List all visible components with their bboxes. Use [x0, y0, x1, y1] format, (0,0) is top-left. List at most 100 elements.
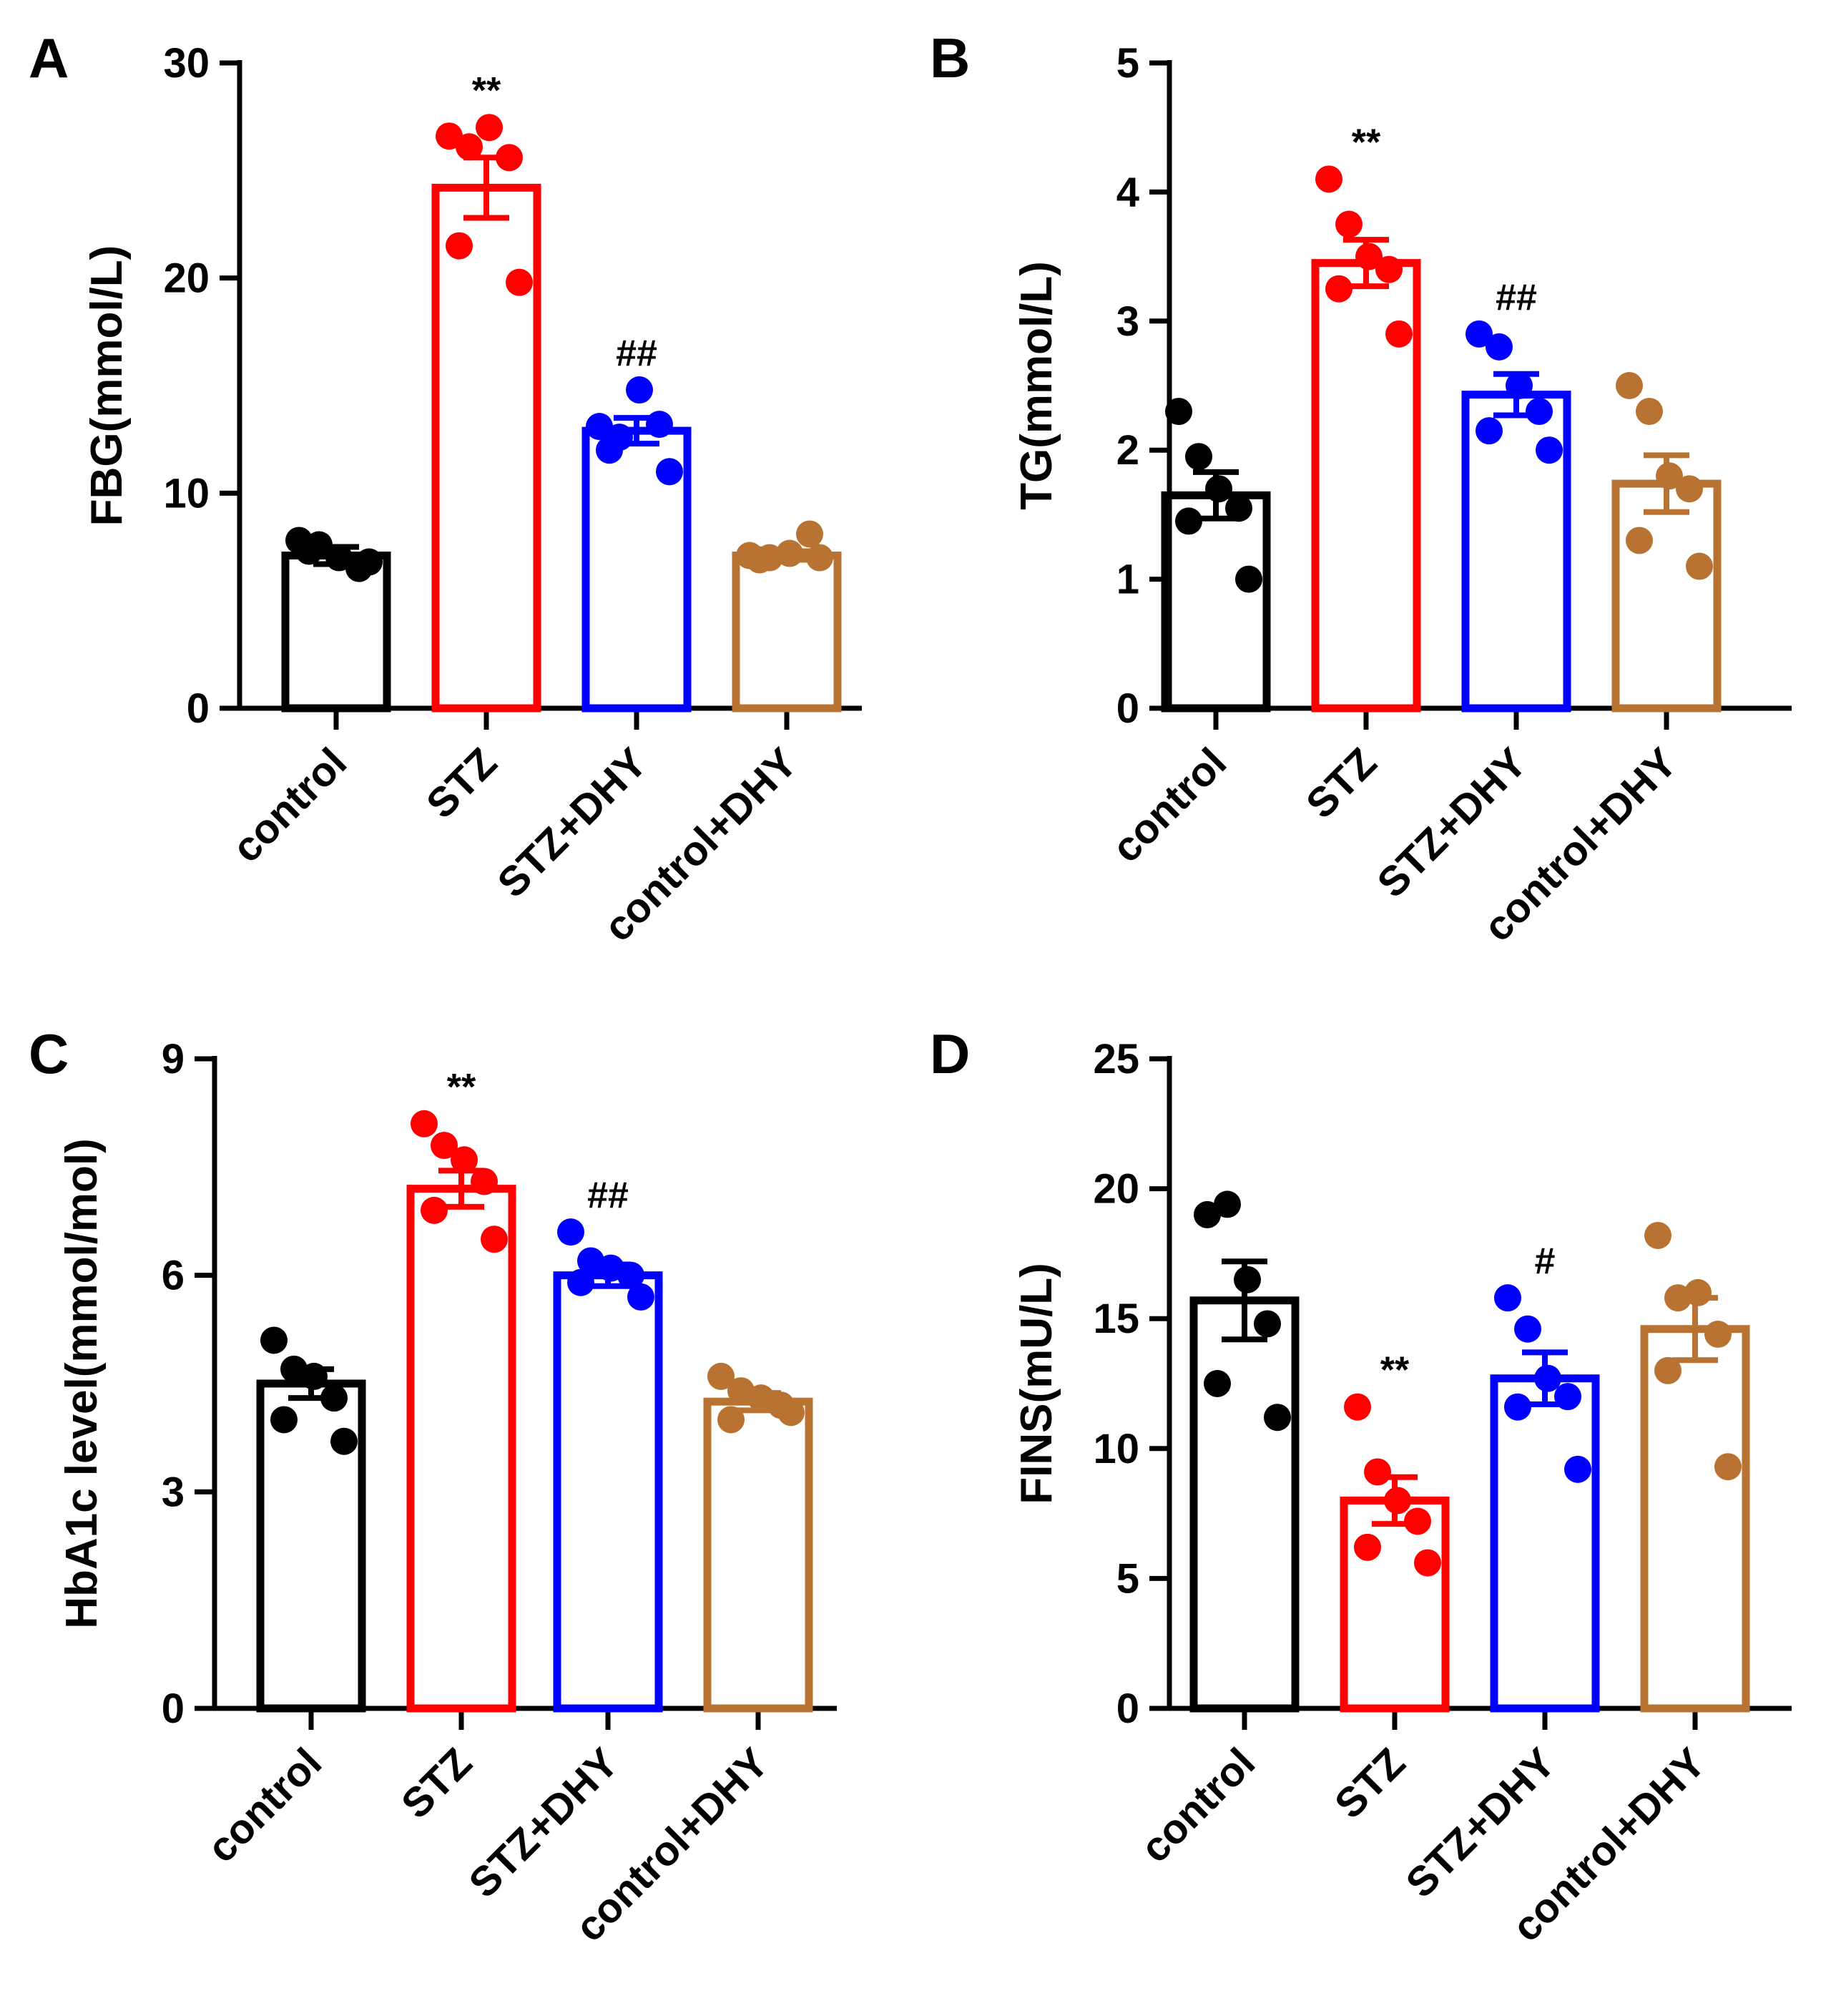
significance-mark: **	[1380, 1350, 1410, 1391]
data-point-control	[355, 548, 383, 576]
data-point-control	[330, 1427, 358, 1455]
data-point-stz-plus-dhy	[557, 1218, 584, 1246]
category-label: control	[223, 739, 355, 871]
y-tick-label: 5	[1116, 1555, 1139, 1602]
panel-letter-a: A	[29, 26, 69, 89]
category-label: STZ	[1297, 739, 1385, 827]
y-tick-label: 25	[1093, 1036, 1139, 1082]
data-point-stz-plus-dhy	[567, 1268, 594, 1296]
y-tick-label: 1	[1116, 557, 1139, 603]
data-point-stz-plus-dhy	[656, 458, 683, 486]
data-point-control	[325, 544, 353, 572]
bar-control-plus-dhy	[732, 552, 842, 713]
data-point-control	[1175, 507, 1202, 535]
bar-control-plus-dhy	[1640, 1325, 1750, 1713]
data-point-stz	[1315, 165, 1342, 193]
y-tick-label: 0	[187, 685, 210, 732]
data-point-stz-plus-dhy	[1504, 1393, 1531, 1421]
data-point-stz	[481, 1225, 508, 1253]
data-point-stz	[446, 232, 473, 260]
data-point-stz-plus-dhy	[586, 413, 613, 441]
data-point-control	[1254, 1310, 1281, 1338]
data-point-stz-plus-dhy	[1564, 1455, 1591, 1483]
category-label: control	[198, 1739, 330, 1871]
y-tick-label: 6	[162, 1253, 185, 1299]
y-tick-label: 3	[1116, 298, 1139, 345]
data-point-control-plus-dhy	[717, 1406, 745, 1434]
data-point-stz-plus-dhy	[1554, 1383, 1581, 1411]
y-tick-label: 15	[1093, 1296, 1139, 1342]
data-point-stz	[1404, 1507, 1431, 1535]
bar-stz	[406, 1185, 516, 1713]
data-point-stz	[1414, 1549, 1441, 1577]
bar-stz	[1340, 1496, 1450, 1713]
panel-a-chart: AFBG(mmol/L)0102030control**STZ##STZ+DHY…	[29, 26, 862, 951]
data-point-stz-plus-dhy	[1514, 1315, 1541, 1343]
data-point-stz-plus-dhy	[596, 436, 623, 464]
y-tick-label: 20	[163, 255, 210, 302]
panel-b-chart: BTG(mmol/L)012345control**STZ##STZ+DHYco…	[930, 26, 1792, 951]
data-point-stz	[496, 144, 523, 172]
bar-stz-plus-dhy	[553, 1271, 663, 1713]
category-label: STZ	[393, 1739, 481, 1827]
data-point-control-plus-dhy	[806, 544, 833, 572]
significance-mark: **	[472, 70, 501, 112]
data-point-control-plus-dhy	[1626, 527, 1653, 554]
data-point-stz	[1364, 1458, 1391, 1486]
data-point-control-plus-dhy	[1636, 398, 1663, 426]
data-point-stz-plus-dhy	[1476, 417, 1503, 445]
data-point-stz-plus-dhy	[1526, 398, 1553, 426]
data-point-control	[270, 1406, 298, 1434]
data-point-stz-plus-dhy	[1486, 333, 1513, 361]
category-label: STZ	[418, 739, 506, 827]
data-point-control	[1234, 1266, 1261, 1293]
bar-stz-plus-dhy	[1490, 1374, 1600, 1713]
data-point-stz-plus-dhy	[1494, 1284, 1521, 1312]
data-point-control	[1205, 475, 1232, 503]
data-point-stz-plus-dhy	[627, 1283, 654, 1311]
data-point-control	[1235, 565, 1262, 593]
y-tick-label: 2	[1116, 427, 1139, 474]
category-label: STZ	[1326, 1739, 1414, 1827]
data-point-stz-plus-dhy	[617, 1261, 644, 1289]
data-point-control	[1264, 1404, 1291, 1432]
data-point-stz	[411, 1110, 438, 1137]
y-axis-title: FINS(mU/L)	[1012, 1263, 1061, 1504]
y-tick-label: 30	[163, 40, 210, 87]
data-point-control-plus-dhy	[1676, 475, 1703, 503]
y-tick-label: 0	[1116, 1685, 1139, 1732]
y-tick-label: 0	[162, 1685, 185, 1732]
data-point-stz	[1355, 243, 1383, 270]
data-point-control-plus-dhy	[776, 539, 803, 567]
data-point-stz-plus-dhy	[646, 411, 673, 439]
data-point-stz	[451, 1146, 478, 1174]
significance-mark: **	[1352, 122, 1381, 163]
data-point-control-plus-dhy	[1704, 1320, 1732, 1348]
panel-letter-d: D	[930, 1022, 970, 1085]
data-point-stz	[1354, 1533, 1381, 1561]
data-point-stz	[476, 114, 503, 142]
data-point-control	[260, 1326, 288, 1354]
data-point-stz	[436, 122, 463, 150]
data-point-control-plus-dhy	[1686, 552, 1713, 580]
significance-mark: ##	[616, 333, 657, 374]
data-point-control	[295, 537, 323, 565]
significance-mark: **	[447, 1067, 476, 1108]
data-point-control-plus-dhy	[777, 1399, 805, 1427]
data-point-control	[1194, 1200, 1221, 1228]
y-tick-label: 9	[162, 1036, 185, 1082]
y-tick-label: 3	[162, 1469, 185, 1515]
data-point-control-plus-dhy	[707, 1362, 735, 1390]
data-point-control	[1214, 1190, 1241, 1218]
significance-mark: ##	[1496, 277, 1537, 318]
data-point-stz	[1375, 255, 1403, 283]
data-point-control	[320, 1384, 348, 1412]
y-tick-label: 10	[163, 470, 210, 517]
data-point-control-plus-dhy	[1616, 372, 1643, 399]
data-point-control	[1165, 398, 1192, 426]
data-point-control-plus-dhy	[1654, 1356, 1681, 1384]
data-point-stz	[1384, 1487, 1411, 1515]
data-point-control-plus-dhy	[1644, 1221, 1671, 1249]
data-point-control-plus-dhy	[796, 520, 823, 548]
